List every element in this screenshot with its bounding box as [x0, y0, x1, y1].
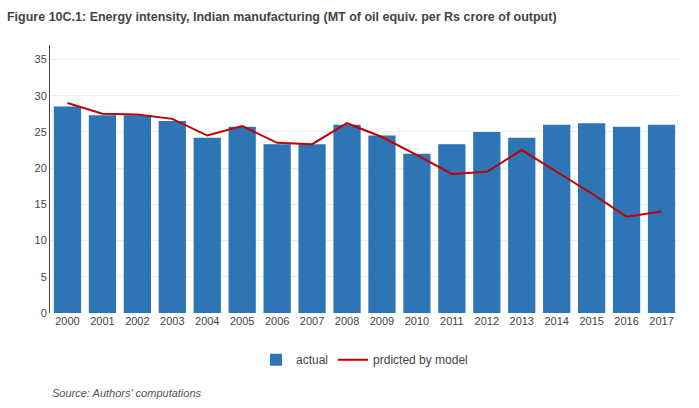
svg-text:2004: 2004	[195, 315, 219, 327]
svg-text:2007: 2007	[300, 315, 324, 327]
svg-text:2013: 2013	[510, 315, 534, 327]
svg-text:2000: 2000	[55, 315, 79, 327]
svg-text:15: 15	[35, 198, 47, 210]
svg-text:2002: 2002	[125, 315, 149, 327]
svg-text:25: 25	[35, 126, 47, 138]
svg-text:35: 35	[35, 53, 47, 65]
svg-text:0: 0	[41, 307, 47, 319]
svg-text:actual: actual	[296, 353, 328, 367]
svg-text:30: 30	[35, 90, 47, 102]
svg-text:prdicted by model: prdicted by model	[373, 353, 468, 367]
svg-text:2008: 2008	[335, 315, 359, 327]
svg-text:2005: 2005	[230, 315, 254, 327]
svg-text:2017: 2017	[649, 315, 673, 327]
svg-text:2015: 2015	[579, 315, 603, 327]
svg-text:2012: 2012	[475, 315, 499, 327]
svg-text:2014: 2014	[544, 315, 568, 327]
svg-text:2016: 2016	[614, 315, 638, 327]
svg-text:20: 20	[35, 162, 47, 174]
svg-text:5: 5	[41, 271, 47, 283]
svg-text:2011: 2011	[440, 315, 464, 327]
svg-text:2003: 2003	[160, 315, 184, 327]
svg-text:2001: 2001	[90, 315, 114, 327]
svg-text:10: 10	[35, 234, 47, 246]
svg-text:2009: 2009	[370, 315, 394, 327]
svg-text:Source: Authors' computations: Source: Authors' computations	[52, 387, 202, 399]
svg-text:2010: 2010	[405, 315, 429, 327]
svg-text:2006: 2006	[265, 315, 289, 327]
svg-text:Figure 10C.1: Energy intensity: Figure 10C.1: Energy intensity, Indian m…	[7, 10, 557, 24]
